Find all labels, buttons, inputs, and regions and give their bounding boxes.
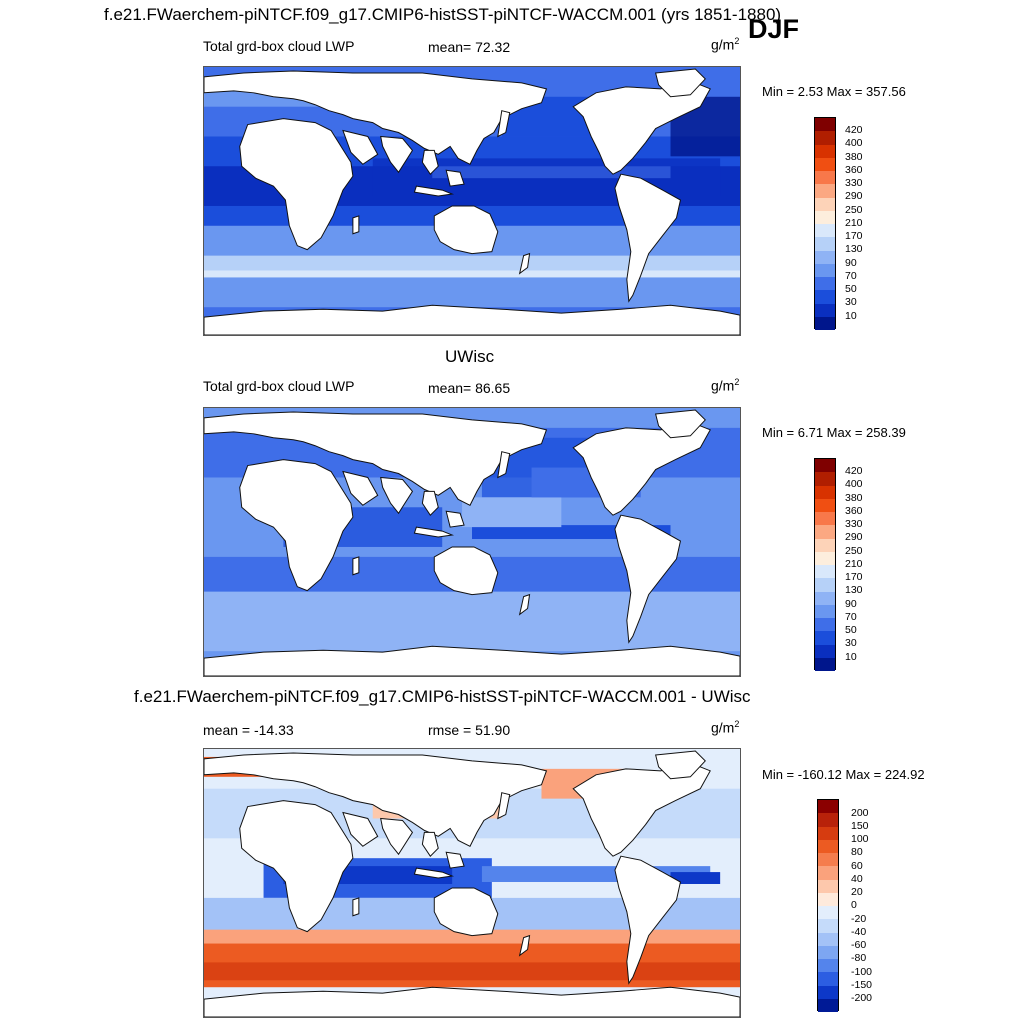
colorbar-tick: 150 bbox=[851, 820, 869, 832]
colorbar-tick: 10 bbox=[845, 651, 857, 663]
panel1-mean: mean= 72.32 bbox=[428, 39, 511, 55]
panel1-unit: g/m2 bbox=[711, 36, 740, 53]
colorbar-tick: 200 bbox=[851, 807, 869, 819]
main-title: f.e21.FWaerchem-piNTCF.f09_g17.CMIP6-his… bbox=[104, 5, 782, 24]
colorbar-tick: 90 bbox=[845, 598, 857, 610]
colorbar-tick: 380 bbox=[845, 492, 863, 504]
panel1-variable: Total grd-box cloud LWP bbox=[203, 38, 355, 54]
colorbar-tick: 100 bbox=[851, 833, 869, 845]
colorbar-tick: 290 bbox=[845, 531, 863, 543]
colorbar-tick: 420 bbox=[845, 124, 863, 136]
panel1-map bbox=[203, 66, 741, 336]
colorbar-tick: 250 bbox=[845, 204, 863, 216]
panel3-minmax: Min = -160.12 Max = 224.92 bbox=[762, 767, 925, 782]
colorbar-tick: 80 bbox=[851, 846, 863, 858]
panel1-minmax: Min = 2.53 Max = 357.56 bbox=[762, 84, 906, 99]
colorbar-tick: 250 bbox=[845, 545, 863, 557]
colorbar-tick: -80 bbox=[851, 952, 867, 964]
colorbar-tick: 400 bbox=[845, 478, 863, 490]
colorbar-tick: -200 bbox=[851, 992, 873, 1004]
colorbar-tick: 130 bbox=[845, 584, 863, 596]
colorbar-tick: 60 bbox=[851, 860, 863, 872]
colorbar-tick: 10 bbox=[845, 310, 857, 322]
colorbar-tick: 330 bbox=[845, 177, 863, 189]
panel3-mean: mean = -14.33 bbox=[203, 722, 294, 738]
colorbar-tick: -100 bbox=[851, 966, 873, 978]
colorbar-tick: 70 bbox=[845, 611, 857, 623]
colorbar-tick: 20 bbox=[851, 886, 863, 898]
panel3-subtitle: f.e21.FWaerchem-piNTCF.f09_g17.CMIP6-his… bbox=[134, 687, 751, 706]
panel3-rmse: rmse = 51.90 bbox=[428, 722, 511, 738]
colorbar-tick: 210 bbox=[845, 217, 863, 229]
colorbar-tick: -40 bbox=[851, 926, 867, 938]
colorbar-tick: -20 bbox=[851, 913, 867, 925]
panel3-unit: g/m2 bbox=[711, 719, 740, 736]
colorbar-tick: 0 bbox=[851, 899, 857, 911]
colorbar-tick: -60 bbox=[851, 939, 867, 951]
panel2-colorbar bbox=[814, 458, 836, 671]
colorbar-tick: 30 bbox=[845, 637, 857, 649]
colorbar-tick: 50 bbox=[845, 283, 857, 295]
colorbar-tick: 90 bbox=[845, 257, 857, 269]
panel2-unit: g/m2 bbox=[711, 377, 740, 394]
colorbar-tick: 130 bbox=[845, 243, 863, 255]
colorbar-tick: 50 bbox=[845, 624, 857, 636]
panel2-mean: mean= 86.65 bbox=[428, 380, 511, 396]
panel2-minmax: Min = 6.71 Max = 258.39 bbox=[762, 425, 906, 440]
panel2-map bbox=[203, 407, 741, 677]
colorbar-tick: -150 bbox=[851, 979, 873, 991]
colorbar-tick: 420 bbox=[845, 465, 863, 477]
panel3-map bbox=[203, 748, 741, 1018]
panel1-colorbar bbox=[814, 117, 836, 330]
panel2-subtitle: UWisc bbox=[445, 347, 495, 366]
colorbar-tick: 380 bbox=[845, 151, 863, 163]
colorbar-tick: 330 bbox=[845, 518, 863, 530]
colorbar-tick: 210 bbox=[845, 558, 863, 570]
panel2-variable: Total grd-box cloud LWP bbox=[203, 378, 355, 394]
colorbar-tick: 40 bbox=[851, 873, 863, 885]
colorbar-tick: 400 bbox=[845, 137, 863, 149]
colorbar-tick: 360 bbox=[845, 505, 863, 517]
colorbar-tick: 30 bbox=[845, 296, 857, 308]
colorbar-tick: 170 bbox=[845, 571, 863, 583]
panel3-colorbar bbox=[817, 799, 839, 1012]
colorbar-tick: 70 bbox=[845, 270, 857, 282]
season-label: DJF bbox=[748, 14, 800, 44]
colorbar-tick: 170 bbox=[845, 230, 863, 242]
colorbar-tick: 360 bbox=[845, 164, 863, 176]
colorbar-tick: 290 bbox=[845, 190, 863, 202]
